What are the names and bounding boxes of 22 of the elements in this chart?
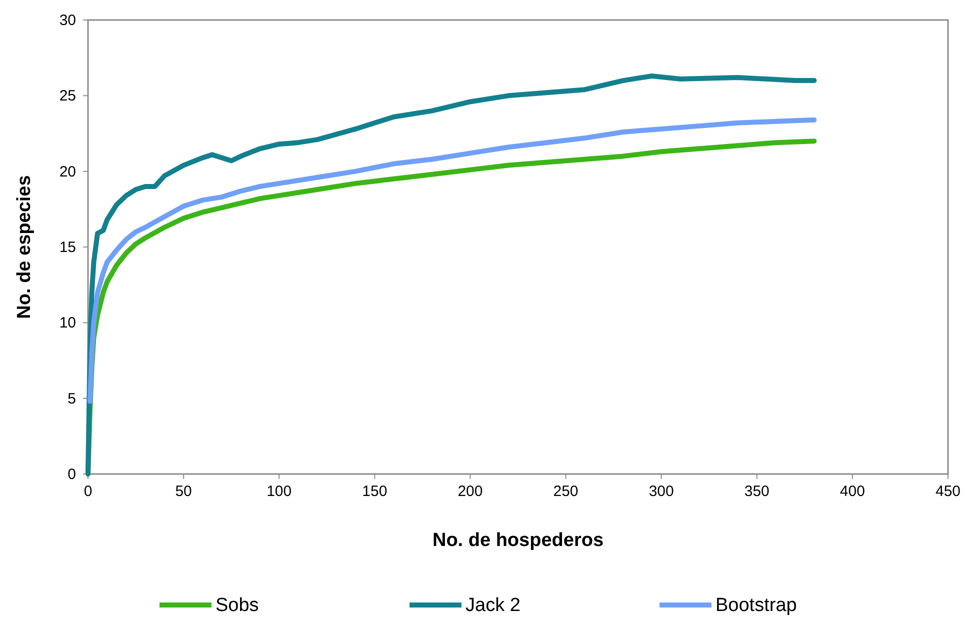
y-tick-label: 10: [59, 314, 76, 332]
x-tick-label: 300: [648, 483, 674, 500]
legend-label: Sobs: [216, 595, 259, 616]
x-tick-label: 100: [266, 483, 292, 500]
y-axis-title: No. de especies: [14, 175, 35, 319]
x-tick-label: 50: [175, 483, 192, 500]
legend-label: Bootstrap: [716, 595, 797, 616]
y-tick-label: 15: [59, 239, 76, 256]
y-tick-label: 0: [68, 466, 76, 483]
y-tick-label: 5: [68, 390, 76, 408]
x-tick-label: 0: [84, 483, 92, 500]
x-tick-label: 350: [744, 483, 770, 500]
legend-label: Jack 2: [466, 595, 520, 616]
x-tick-label: 150: [362, 483, 388, 500]
x-axis-title: No. de hospederos: [432, 530, 604, 551]
x-tick-label: 250: [553, 483, 578, 500]
y-tick-label: 20: [59, 163, 76, 180]
x-tick-label: 200: [458, 483, 483, 500]
x-tick-label: 450: [935, 483, 961, 500]
y-tick-label: 25: [59, 88, 76, 105]
x-tick-label: 400: [840, 483, 865, 500]
y-tick-label: 30: [59, 12, 76, 29]
